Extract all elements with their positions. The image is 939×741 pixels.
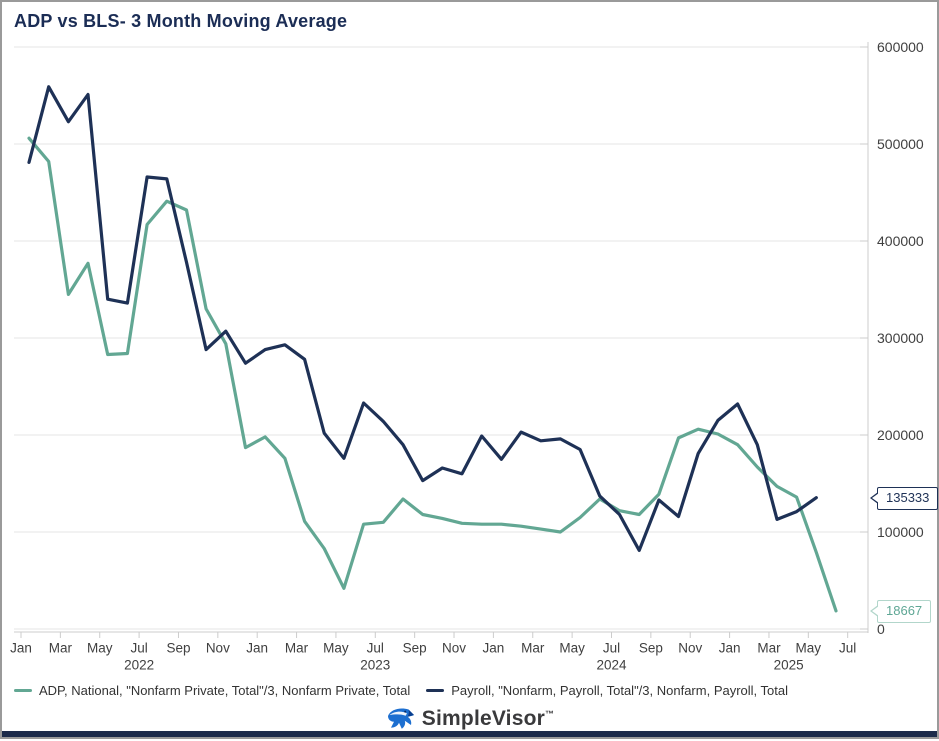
- y-tick-label: 300000: [877, 330, 924, 346]
- chart-title: ADP vs BLS- 3 Month Moving Average: [14, 11, 348, 31]
- legend-item-label: Payroll, "Nonfarm, Payroll, Total"/3, No…: [451, 683, 789, 698]
- legend-item-payroll[interactable]: Payroll, "Nonfarm, Payroll, Total"/3, No…: [426, 683, 788, 698]
- x-tick-label: Nov: [442, 641, 466, 656]
- x-tick-label: Mar: [285, 641, 309, 656]
- chart-legend: ADP, National, "Nonfarm Private, Total"/…: [14, 683, 929, 698]
- x-tick-label: Sep: [403, 641, 427, 656]
- x-tick-label: Jan: [483, 641, 505, 656]
- x-tick-label: Jul: [839, 641, 856, 656]
- x-tick-label: May: [559, 641, 585, 656]
- y-tick-label: 0: [877, 621, 885, 637]
- payroll-series-line: [27, 85, 818, 553]
- x-tick-label: Sep: [166, 641, 190, 656]
- payroll-series-swatch: [426, 689, 445, 692]
- x-tick-label: Mar: [521, 641, 545, 656]
- x-tick-label: May: [323, 641, 349, 656]
- x-tick-label: Mar: [49, 641, 73, 656]
- adp-series-swatch: [14, 689, 32, 692]
- simplevisor-eagle-icon: [387, 708, 414, 729]
- payroll-value-callout: 135333: [870, 486, 939, 510]
- y-tick-label: 100000: [877, 524, 924, 540]
- brand-name: SimpleVisor™: [421, 707, 555, 730]
- x-tick-label: Nov: [206, 641, 230, 656]
- x-tick-label: Jan: [10, 641, 32, 656]
- legend-item-label: ADP, National, "Nonfarm Private, Total"/…: [39, 683, 411, 698]
- x-year-label: 2025: [774, 658, 804, 673]
- x-tick-label: Jan: [719, 641, 741, 656]
- y-tick-label: 400000: [877, 233, 924, 249]
- adp-series-line: [27, 136, 838, 613]
- y-tick-label: 500000: [877, 136, 924, 152]
- x-tick-label: Sep: [639, 641, 663, 656]
- trademark-symbol: ™: [545, 709, 555, 719]
- x-year-label: 2022: [124, 658, 154, 673]
- x-tick-label: May: [796, 641, 822, 656]
- y-tick-label: 200000: [877, 427, 924, 443]
- x-year-label: 2023: [360, 658, 390, 673]
- adp-value-callout: 18667: [870, 599, 932, 623]
- x-tick-label: Jan: [246, 641, 268, 656]
- x-tick-label: Mar: [757, 641, 781, 656]
- x-tick-label: May: [87, 641, 113, 656]
- y-tick-label: 600000: [877, 39, 924, 55]
- x-tick-label: Jul: [603, 641, 620, 656]
- x-tick-label: Jul: [367, 641, 384, 656]
- x-tick-label: Nov: [678, 641, 702, 656]
- legend-item-adp[interactable]: ADP, National, "Nonfarm Private, Total"/…: [14, 683, 410, 698]
- x-tick-label: Jul: [130, 641, 147, 656]
- bottom-accent-bar: [2, 731, 937, 737]
- x-year-label: 2024: [596, 658, 627, 673]
- brand-footer: SimpleVisor™: [2, 704, 937, 734]
